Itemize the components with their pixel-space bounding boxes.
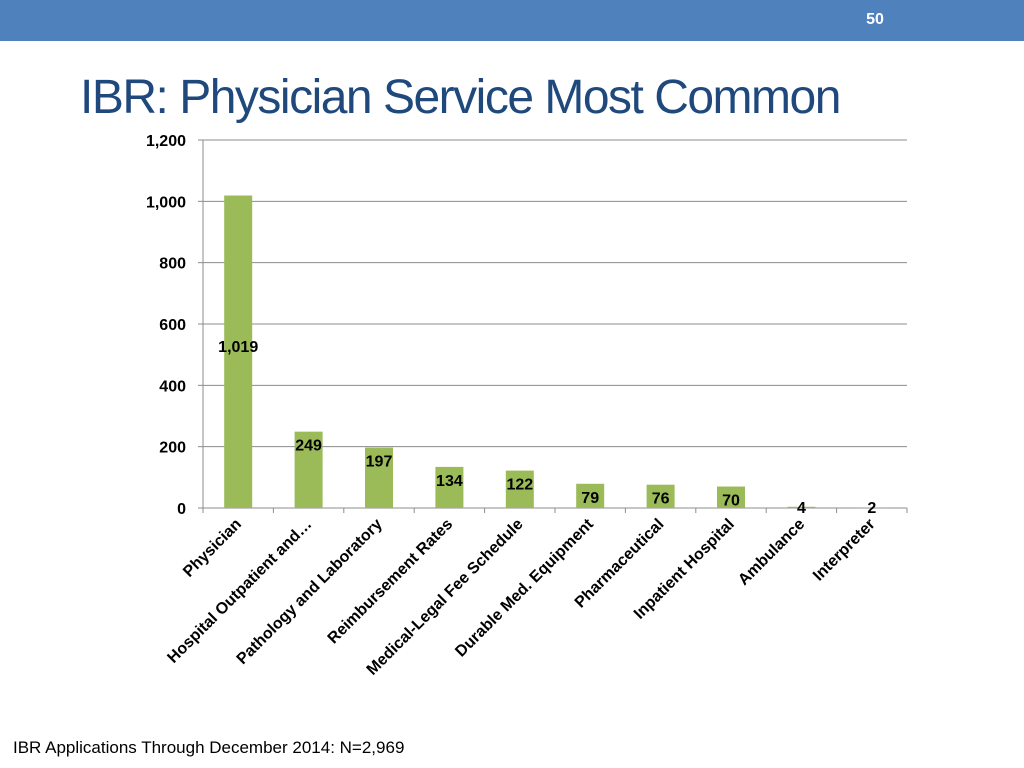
- y-tick-label: 800: [159, 256, 186, 273]
- bar: [435, 466, 464, 508]
- bar: [576, 483, 605, 508]
- x-tick-label: Reimbursement Rates: [325, 516, 457, 648]
- bar: [294, 431, 323, 508]
- y-tick-label: 600: [159, 317, 186, 334]
- data-label: 122: [506, 477, 533, 494]
- bar: [224, 195, 253, 509]
- footer-note: IBR Applications Through December 2014: …: [13, 738, 405, 757]
- data-label: 79: [581, 490, 599, 507]
- slide-number: 50: [866, 11, 884, 28]
- data-label: 249: [295, 438, 322, 455]
- y-tick-labels: 0 200 400 600 800 1,000 1,200: [146, 133, 186, 518]
- data-label: 197: [366, 454, 393, 471]
- header-bar: [0, 0, 1024, 41]
- x-tick-label: Physician: [180, 516, 245, 581]
- bar: [505, 470, 534, 508]
- slide-title: IBR: Physician Service Most Common: [80, 71, 841, 124]
- bar: [365, 447, 393, 508]
- bars: [224, 195, 886, 509]
- data-labels: 1,019 249 197 134 122 79 76 70 4 2: [218, 339, 876, 517]
- data-label: 134: [436, 473, 463, 490]
- gridlines: [203, 139, 907, 448]
- bar: [717, 486, 745, 508]
- y-tick-label: 400: [159, 378, 186, 395]
- y-tick-label: 200: [159, 440, 186, 457]
- x-tick-label: Durable Med. Equipment: [452, 515, 597, 660]
- x-tick-label: Hospital Outpatient and…: [164, 516, 315, 667]
- data-label: 1,019: [218, 339, 258, 356]
- x-tick-label: Ambulance: [735, 516, 808, 589]
- data-label: 4: [797, 500, 806, 517]
- data-label: 76: [652, 491, 670, 508]
- data-label: 70: [722, 493, 740, 510]
- y-tick-label: 1,200: [146, 133, 186, 150]
- bar: [857, 507, 886, 508]
- x-tick-label: Interpreter: [810, 516, 879, 585]
- data-label: 2: [867, 500, 876, 517]
- bar: [646, 484, 675, 508]
- y-tick-label: 1,000: [146, 194, 186, 211]
- bar: [787, 506, 816, 508]
- y-tick-label: 0: [177, 501, 186, 518]
- x-tick-label: Pathology and Laboratory: [234, 516, 386, 668]
